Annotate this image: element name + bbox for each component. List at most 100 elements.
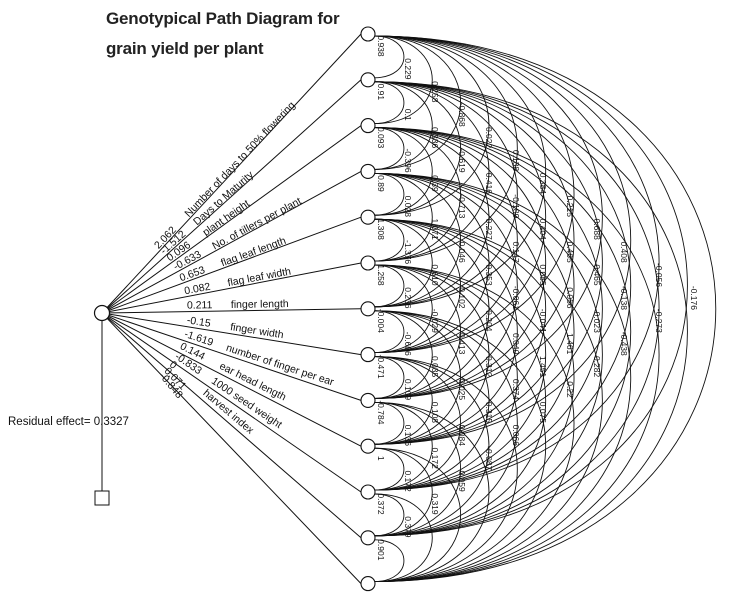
correlation-arc <box>373 310 433 399</box>
residual-path <box>94 320 110 506</box>
correlation-arc <box>373 81 688 583</box>
correlation-value: 0.372 <box>376 493 386 515</box>
correlation-arc <box>373 218 405 262</box>
correlation-value: -0.713 <box>457 194 467 218</box>
correlation-arc <box>373 493 433 583</box>
correlation-value: 0.136 <box>403 425 413 447</box>
correlation-arc <box>373 35 632 445</box>
correlation-arc <box>373 264 518 491</box>
correlation-value: 0.035 <box>430 356 440 378</box>
correlation-arc <box>373 127 660 583</box>
correlation-value: -0.041 <box>538 309 548 333</box>
correlation-value: 0.147 <box>511 241 521 263</box>
correlation-arc <box>373 218 575 537</box>
correlation-value: 0.138 <box>511 150 521 172</box>
correlation-value: 0.416 <box>484 173 494 195</box>
correlation-arc <box>373 447 433 537</box>
correlation-arc <box>373 218 546 491</box>
correlation-arcs <box>373 35 717 583</box>
correlation-value: 0.028 <box>403 196 413 218</box>
correlation-arc <box>373 356 405 399</box>
correlation-value: -0.396 <box>403 148 413 172</box>
correlation-value: -0.176 <box>689 286 699 310</box>
correlation-value: 0.093 <box>376 127 386 149</box>
correlation-value: 0.610 <box>430 264 440 286</box>
correlation-value: 0.379 <box>403 516 413 538</box>
trait-node <box>360 301 376 317</box>
direct-path-line <box>101 312 362 539</box>
correlation-arc <box>373 35 490 216</box>
correlation-arc <box>373 35 717 583</box>
correlation-value: 0.374 <box>511 379 521 401</box>
correlation-arc <box>373 172 433 262</box>
correlation-arc <box>373 356 433 445</box>
correlation-value: 0.056 <box>565 287 575 309</box>
correlation-value: -0.061 <box>511 286 521 310</box>
correlation-arc <box>373 81 490 262</box>
correlation-value: 0.336 <box>430 127 440 149</box>
trait-node <box>360 392 376 408</box>
correlation-value: -0.471 <box>376 355 386 379</box>
correlation-arc <box>373 127 490 308</box>
correlation-arc <box>373 35 575 354</box>
trait-node <box>360 576 376 592</box>
correlation-arc <box>373 81 575 399</box>
correlation-value: 0.025 <box>457 379 467 401</box>
correlation-arc <box>373 127 632 537</box>
correlation-value: 0.465 <box>565 241 575 263</box>
correlation-value: 0.227 <box>484 219 494 241</box>
residual-effect-label: Residual effect= 0.3327 <box>8 416 129 428</box>
trait-node <box>360 530 376 546</box>
correlation-value: 0.236 <box>403 287 413 309</box>
correlation-arc <box>373 172 462 308</box>
trait-node <box>360 255 376 271</box>
correlation-arc <box>373 218 433 308</box>
trait-node <box>360 118 376 134</box>
correlation-arc <box>373 35 688 537</box>
correlation-value: 0.282 <box>592 356 602 378</box>
correlation-arc <box>373 35 462 170</box>
direct-path-line <box>101 312 362 401</box>
correlation-arc <box>373 172 575 491</box>
correlation-value: 0.89 <box>376 175 386 192</box>
correlation-arc <box>373 172 490 354</box>
correlation-arc <box>373 81 603 445</box>
title-line-1: Genotypical Path Diagram for <box>106 9 340 28</box>
direct-path-line <box>101 312 362 493</box>
correlation-value: 0.172 <box>430 448 440 470</box>
correlation-arc <box>373 356 490 537</box>
correlation-arc <box>373 81 632 491</box>
correlation-value: 0.066 <box>511 425 521 447</box>
correlation-arc <box>373 172 405 216</box>
correlation-arc <box>373 81 405 125</box>
correlation-value: 1.451 <box>538 356 548 378</box>
correlation-value: 0.1 <box>403 109 413 121</box>
correlation-arc <box>373 264 462 399</box>
correlation-arc <box>373 81 433 170</box>
trait-name: finger length <box>231 298 289 311</box>
correlation-value: 1.071 <box>430 219 440 241</box>
correlation-value: 0.465 <box>592 264 602 286</box>
correlation-arc <box>373 81 462 216</box>
correlation-arc <box>373 401 433 491</box>
correlation-arc <box>373 310 546 583</box>
diagram-title: Genotypical Path Diagram for grain yield… <box>106 4 340 64</box>
direct-effect-label: 0.211 finger length <box>187 298 289 312</box>
hub-node <box>93 304 111 322</box>
direct-path-line <box>101 312 362 356</box>
correlation-arc <box>373 401 490 583</box>
correlation-arc <box>373 264 546 537</box>
correlation-arc <box>373 81 660 537</box>
correlation-value: 0.258 <box>430 81 440 103</box>
correlation-value: -0.784 <box>376 400 386 424</box>
direct-path-line <box>101 216 362 314</box>
correlation-value: 0.075 <box>538 402 548 424</box>
trait-node <box>360 347 376 363</box>
correlation-value: 0.353 <box>484 264 494 286</box>
correlation-arc <box>373 401 405 445</box>
correlation-arc <box>373 493 405 537</box>
correlation-value: 0.204 <box>484 310 494 332</box>
trait-node <box>360 26 376 42</box>
correlation-arc <box>373 35 405 79</box>
correlation-value: -0.273 <box>654 309 664 333</box>
